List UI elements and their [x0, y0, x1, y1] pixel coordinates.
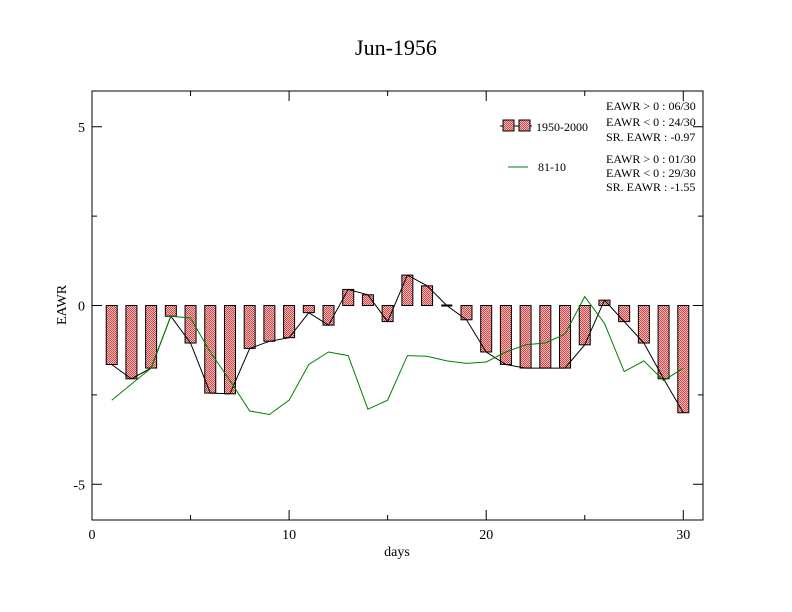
bar-day-2 [125, 305, 138, 380]
bar-day-30 [677, 305, 690, 414]
bar-day-8 [243, 305, 256, 349]
legend: 1950-2000 81-10 [500, 119, 588, 174]
bar-day-21 [499, 305, 512, 365]
legend-label-1950-2000: 1950-2000 [536, 120, 588, 134]
bar-day-9 [263, 305, 276, 342]
y-tick-label-5: 5 [78, 121, 85, 136]
bar-day-13 [342, 288, 355, 307]
stat-g2-negative: EAWR < 0 : 29/30 [606, 166, 696, 180]
y-tick-label-0: 0 [78, 300, 85, 315]
bar-day-27 [618, 305, 631, 323]
series-line-81-10 [111, 295, 684, 416]
stat-g2-sr: SR. EAWR : -1.55 [606, 180, 695, 194]
series-line-1950-2000 [111, 274, 684, 414]
legend-bar-swatch-right [518, 119, 531, 132]
stat-g1-negative: EAWR < 0 : 24/30 [606, 115, 696, 129]
stat-g2-positive: EAWR > 0 : 01/30 [606, 152, 696, 166]
stat-g1-sr: SR. EAWR : -0.97 [606, 130, 695, 144]
bar-day-28 [637, 305, 650, 344]
bar-day-23 [539, 305, 552, 369]
stats-annotations: EAWR > 0 : 06/30 EAWR < 0 : 24/30 SR. EA… [606, 99, 696, 194]
bar-day-29 [657, 305, 670, 380]
bar-day-24 [559, 305, 572, 369]
ticks-layer: 0 10 20 30 5 0 -5 [73, 91, 703, 543]
bar-day-17 [421, 285, 434, 306]
x-tick-label-10: 10 [282, 528, 296, 543]
stat-g1-positive: EAWR > 0 : 06/30 [606, 99, 696, 113]
bar-day-19 [460, 305, 473, 321]
bar-day-22 [519, 305, 532, 369]
bar-day-11 [302, 305, 315, 314]
bars-layer [105, 274, 690, 414]
bar-day-1 [105, 305, 118, 365]
chart-title: Jun-1956 [355, 35, 437, 60]
bar-day-25 [578, 305, 591, 346]
legend-bar-swatch-left [502, 119, 515, 132]
y-tick-label--5: -5 [73, 478, 85, 493]
x-axis-label: days [384, 545, 410, 560]
legend-label-81-10: 81-10 [538, 160, 566, 174]
y-axis-label: EAWR [55, 284, 70, 325]
lines-layer [111, 274, 684, 416]
bar-day-4 [164, 305, 177, 317]
bar-day-16 [401, 274, 414, 306]
x-tick-label-0: 0 [89, 528, 96, 543]
bar-day-6 [204, 305, 217, 394]
x-tick-label-30: 30 [676, 528, 690, 543]
x-tick-label-20: 20 [479, 528, 493, 543]
